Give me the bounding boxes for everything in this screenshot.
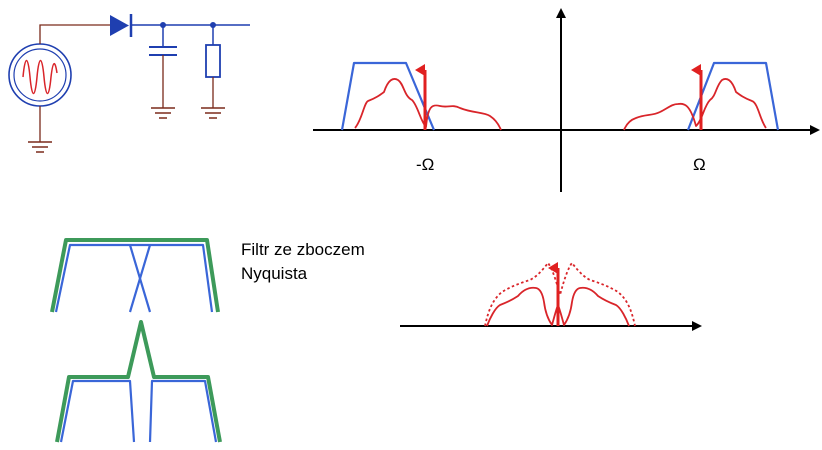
ac-signal-source-icon [8,43,72,107]
capacitor-icon [149,25,177,108]
resistor-icon [205,25,221,108]
diode-icon [110,14,133,37]
pos-omega-label: Ω [693,155,706,174]
nyquist-filter-sketch-top [50,238,220,313]
detector-circuit [8,14,250,153]
ground-icon [28,141,52,153]
neg-omega-label: -Ω [416,155,434,174]
nyquist-filter-sketch-bottom [55,320,222,443]
signal-spectrum-pos [623,78,767,131]
bandpass-filter-neg [340,61,436,131]
spectrum-plot: -Ω Ω [313,8,820,192]
nyquist-filter-caption-line2: Nyquista [241,264,308,283]
ground-icon [201,107,225,119]
ground-icon [151,107,175,119]
baseband-spectrum-plot [400,261,702,331]
nyquist-filter-caption-line1: Filtr ze zboczem [241,240,365,259]
baseband-envelope-dotted [484,261,636,327]
signal-spectrum-neg [354,78,502,131]
